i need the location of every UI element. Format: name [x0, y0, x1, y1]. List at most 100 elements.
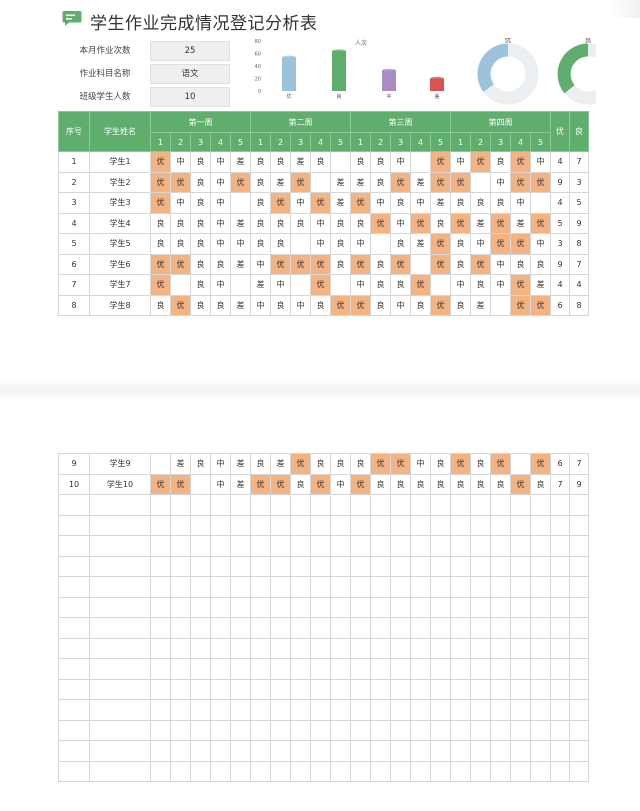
grade-cell[interactable]: 良: [190, 253, 211, 275]
empty-cell[interactable]: [270, 576, 291, 598]
name-cell[interactable]: 学生5: [89, 233, 151, 255]
empty-cell[interactable]: [310, 658, 331, 680]
empty-cell[interactable]: [569, 760, 589, 782]
grade-cell[interactable]: 差: [230, 453, 251, 475]
empty-cell[interactable]: [510, 494, 531, 516]
grade-cell[interactable]: 差: [530, 274, 551, 296]
empty-cell[interactable]: [470, 494, 491, 516]
empty-cell[interactable]: [230, 514, 251, 536]
grade-cell[interactable]: 中: [530, 151, 551, 173]
empty-cell[interactable]: [250, 514, 271, 536]
grade-cell[interactable]: 差: [230, 473, 251, 495]
empty-cell[interactable]: [510, 514, 531, 536]
empty-cell[interactable]: [450, 678, 471, 700]
empty-cell[interactable]: [550, 678, 570, 700]
empty-cell[interactable]: [410, 719, 431, 741]
empty-cell[interactable]: [370, 617, 391, 639]
empty-cell[interactable]: [390, 719, 411, 741]
grade-cell[interactable]: 中: [210, 233, 231, 255]
grade-cell[interactable]: 优: [310, 192, 331, 214]
empty-cell[interactable]: [290, 555, 311, 577]
seq-cell[interactable]: 10: [58, 473, 90, 495]
empty-cell[interactable]: [270, 617, 291, 639]
grade-cell[interactable]: 良: [190, 151, 211, 173]
empty-cell[interactable]: [150, 658, 171, 680]
empty-cell[interactable]: [530, 596, 551, 618]
grade-cell[interactable]: 良: [190, 274, 211, 296]
grade-cell[interactable]: 良: [250, 151, 271, 173]
empty-cell[interactable]: [430, 535, 451, 557]
count-liang-cell[interactable]: 5: [569, 192, 589, 214]
grade-cell[interactable]: 中: [250, 294, 271, 316]
grade-cell[interactable]: 优: [150, 192, 171, 214]
empty-cell[interactable]: [290, 617, 311, 639]
grade-cell[interactable]: 优: [170, 253, 191, 275]
empty-cell[interactable]: [410, 699, 431, 721]
empty-cell[interactable]: [490, 576, 511, 598]
empty-cell[interactable]: [58, 535, 90, 557]
count-you-cell[interactable]: 5: [550, 212, 570, 234]
grade-cell[interactable]: 优: [450, 171, 471, 193]
grade-cell[interactable]: 中: [170, 192, 191, 214]
grade-cell[interactable]: [150, 453, 171, 475]
count-you-cell[interactable]: 4: [550, 192, 570, 214]
seq-cell[interactable]: 3: [58, 192, 90, 214]
grade-cell[interactable]: 良: [290, 473, 311, 495]
count-you-cell[interactable]: 9: [550, 171, 570, 193]
empty-cell[interactable]: [569, 596, 589, 618]
empty-cell[interactable]: [450, 699, 471, 721]
empty-cell[interactable]: [330, 637, 351, 659]
grade-cell[interactable]: 中: [210, 473, 231, 495]
empty-cell[interactable]: [150, 699, 171, 721]
empty-cell[interactable]: [390, 740, 411, 762]
grade-cell[interactable]: 中: [470, 233, 491, 255]
grade-cell[interactable]: 良: [450, 253, 471, 275]
empty-cell[interactable]: [310, 494, 331, 516]
empty-cell[interactable]: [350, 596, 371, 618]
empty-cell[interactable]: [510, 760, 531, 782]
empty-cell[interactable]: [89, 494, 151, 516]
grade-cell[interactable]: 中: [210, 192, 231, 214]
empty-cell[interactable]: [550, 555, 570, 577]
grade-cell[interactable]: 差: [170, 453, 191, 475]
empty-cell[interactable]: [569, 555, 589, 577]
empty-cell[interactable]: [210, 740, 231, 762]
empty-cell[interactable]: [150, 596, 171, 618]
grade-cell[interactable]: 优: [150, 274, 171, 296]
empty-cell[interactable]: [250, 576, 271, 598]
grade-cell[interactable]: 中: [210, 453, 231, 475]
empty-cell[interactable]: [530, 576, 551, 598]
grade-cell[interactable]: 优: [390, 453, 411, 475]
empty-cell[interactable]: [230, 576, 251, 598]
empty-cell[interactable]: [210, 576, 231, 598]
empty-cell[interactable]: [270, 678, 291, 700]
empty-cell[interactable]: [430, 617, 451, 639]
name-cell[interactable]: 学生1: [89, 151, 151, 173]
info-value[interactable]: 25: [150, 41, 230, 61]
empty-cell[interactable]: [550, 514, 570, 536]
empty-cell[interactable]: [530, 535, 551, 557]
empty-cell[interactable]: [370, 596, 391, 618]
count-liang-cell[interactable]: 9: [569, 212, 589, 234]
grade-cell[interactable]: 差: [290, 151, 311, 173]
empty-cell[interactable]: [58, 658, 90, 680]
empty-cell[interactable]: [510, 719, 531, 741]
empty-cell[interactable]: [170, 514, 191, 536]
empty-cell[interactable]: [470, 719, 491, 741]
empty-cell[interactable]: [270, 535, 291, 557]
grade-cell[interactable]: 良: [270, 151, 291, 173]
empty-cell[interactable]: [569, 617, 589, 639]
empty-cell[interactable]: [310, 596, 331, 618]
grade-cell[interactable]: 差: [470, 212, 491, 234]
grade-cell[interactable]: 中: [270, 274, 291, 296]
grade-cell[interactable]: 优: [430, 233, 451, 255]
empty-cell[interactable]: [330, 617, 351, 639]
count-you-cell[interactable]: 6: [550, 453, 570, 475]
empty-cell[interactable]: [58, 719, 90, 741]
empty-cell[interactable]: [270, 699, 291, 721]
grade-cell[interactable]: 良: [410, 473, 431, 495]
empty-cell[interactable]: [530, 658, 551, 680]
empty-cell[interactable]: [550, 637, 570, 659]
info-value[interactable]: 语文: [150, 64, 230, 84]
empty-cell[interactable]: [150, 576, 171, 598]
